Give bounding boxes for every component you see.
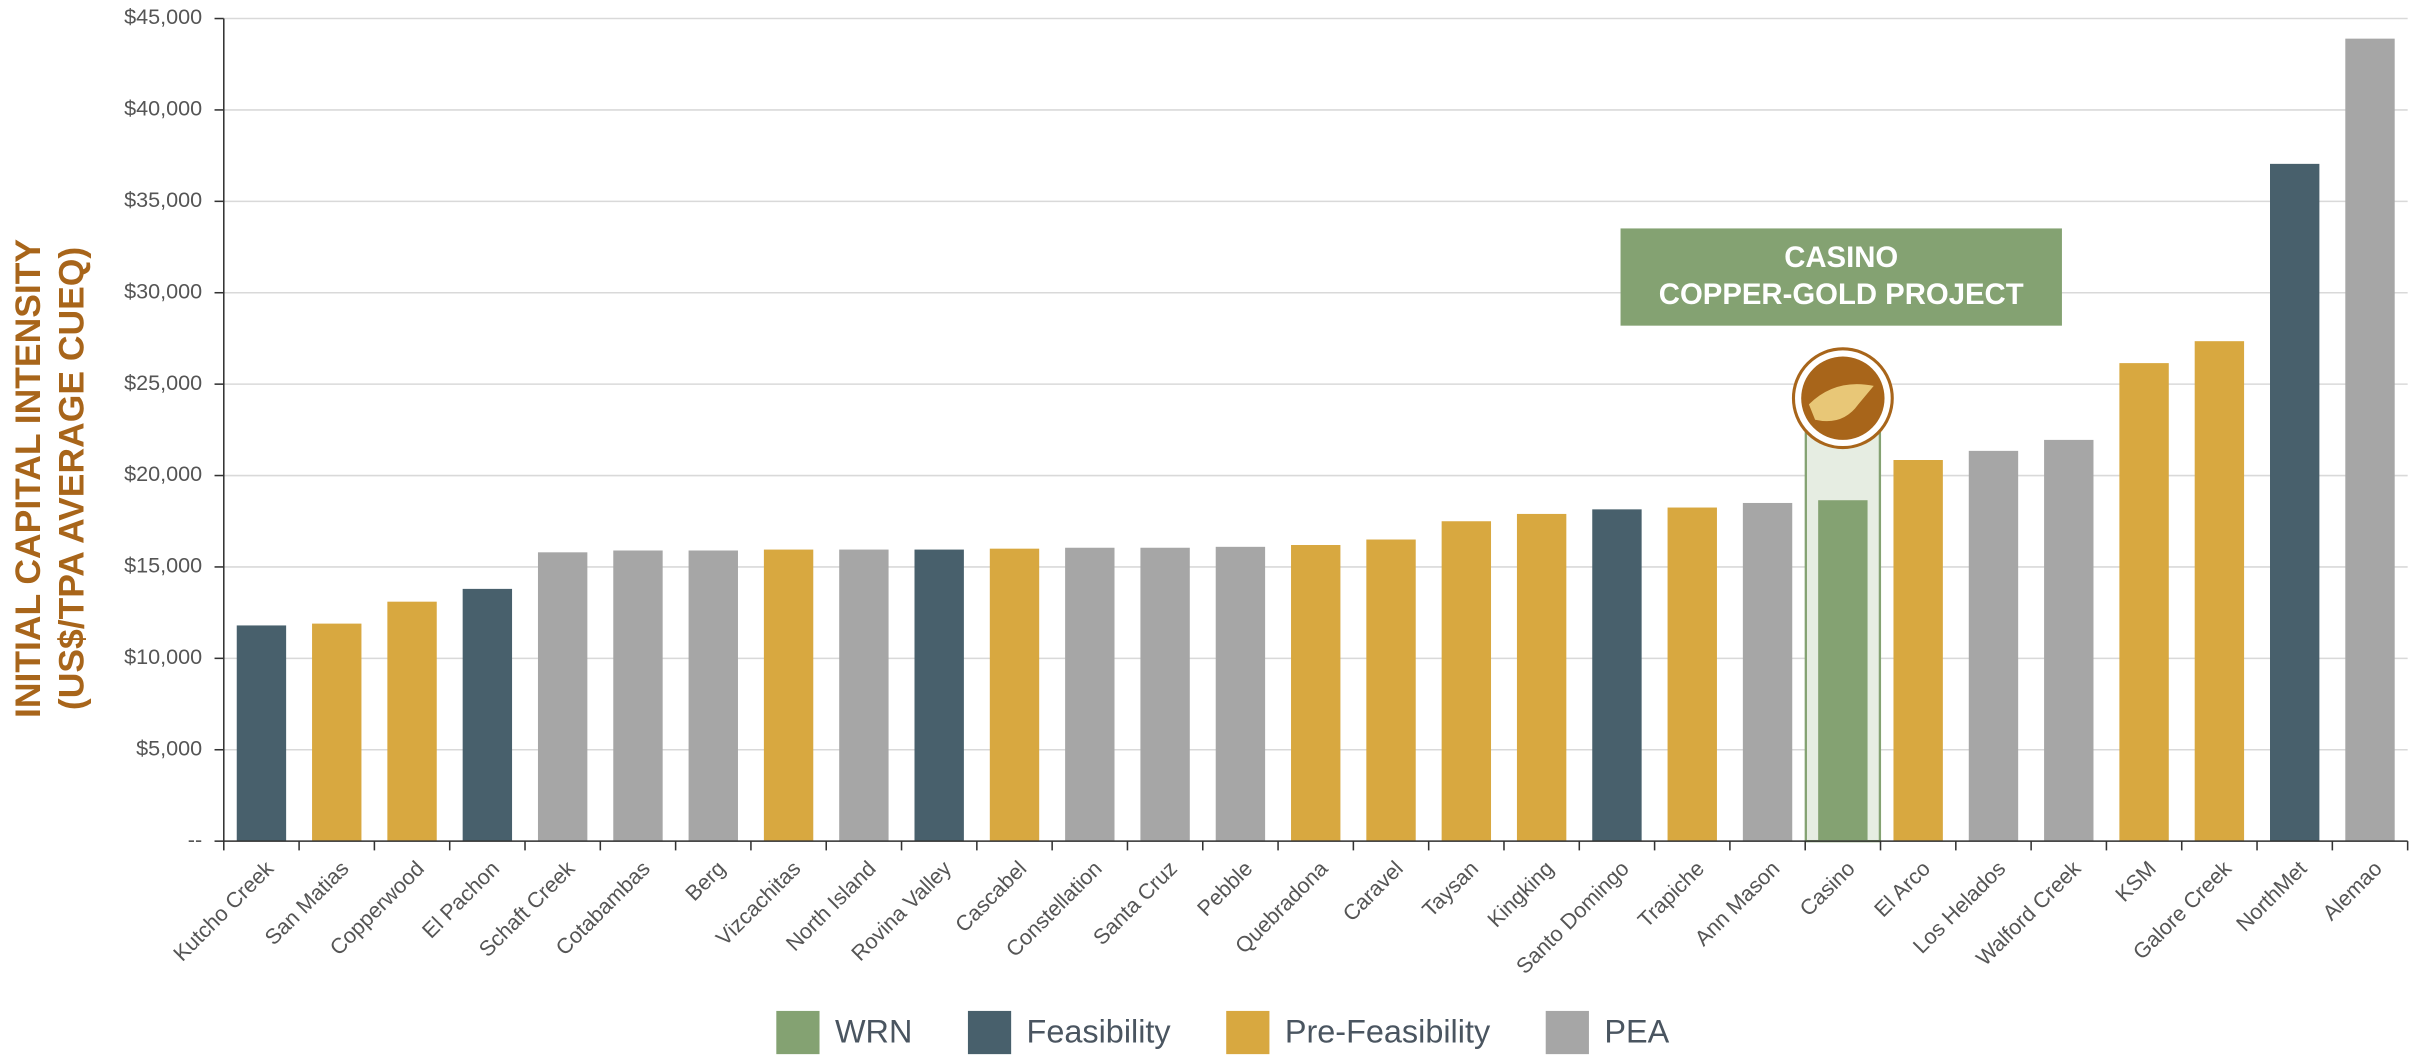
bar <box>914 549 964 842</box>
bar <box>989 548 1040 842</box>
x-tick-label: Kutcho Creek <box>168 856 278 966</box>
bar <box>613 550 663 842</box>
bar <box>2119 363 2169 842</box>
bar <box>1667 507 1717 842</box>
y-tick-label: $10,000 <box>124 644 202 669</box>
x-tick-label: KSM <box>2110 856 2161 907</box>
bar <box>1818 500 1868 842</box>
bar <box>1516 513 1567 842</box>
y-tick-label: $5,000 <box>136 735 202 760</box>
annotation-line: COPPER-GOLD PROJECT <box>1659 278 2024 311</box>
legend-label: Feasibility <box>1027 1014 1172 1050</box>
annotation: CASINO COPPER-GOLD PROJECT <box>1620 228 2062 326</box>
y-tick-label: $30,000 <box>124 278 202 303</box>
bar <box>236 625 287 842</box>
x-tick-label: Alemao <box>2317 856 2386 925</box>
y-tick-label: -- <box>188 827 202 852</box>
legend-label: WRN <box>835 1014 912 1050</box>
legend-swatch <box>967 1010 1012 1055</box>
x-tick-label: Kingking <box>1482 856 1558 932</box>
x-tick-label: Trapiche <box>1633 856 1710 933</box>
logo-mark <box>1808 384 1874 422</box>
legend-swatch <box>776 1010 820 1055</box>
bar <box>1441 521 1492 842</box>
bar <box>2270 163 2320 842</box>
annotation-line: CASINO <box>1784 241 1898 274</box>
bar <box>387 601 437 842</box>
bar <box>1742 502 1793 842</box>
bar <box>2194 341 2245 842</box>
y-tick-label: $45,000 <box>124 4 202 29</box>
y-tick-label: $25,000 <box>124 370 202 395</box>
bar <box>462 588 513 842</box>
legend-swatch <box>1226 1010 1270 1055</box>
x-tick-label: Casino <box>1794 856 1859 921</box>
project-logo <box>1791 347 1894 450</box>
y-axis-title: INITIAL CAPITAL INTENSITY (US$/TPA AVERA… <box>8 239 91 718</box>
bar <box>537 552 588 842</box>
bar <box>839 549 889 842</box>
x-tick-label: El Arco <box>1869 856 1935 922</box>
x-tick-label: Pebble <box>1192 856 1257 921</box>
y-tick-label: $40,000 <box>124 96 202 121</box>
annotation-box <box>1620 228 2062 326</box>
bar <box>312 623 362 842</box>
bar <box>2044 439 2094 842</box>
bar <box>2345 38 2395 842</box>
x-tick-label: Caravel <box>1338 856 1408 926</box>
bar <box>1140 547 1190 842</box>
y-tick-label: $20,000 <box>124 461 202 486</box>
bar <box>1291 545 1341 842</box>
legend-label: PEA <box>1604 1014 1669 1050</box>
bar <box>1592 509 1642 842</box>
y-tick-label: $15,000 <box>124 553 202 578</box>
bar <box>1065 547 1115 842</box>
bar <box>1893 460 1943 842</box>
bar <box>1215 546 1266 842</box>
legend-swatch <box>1545 1010 1589 1055</box>
bar <box>1968 450 2019 842</box>
x-tick-label: Berg <box>680 856 730 906</box>
bar <box>763 549 814 842</box>
y-axis-title-line: (US$/TPA AVERAGE CUEQ) <box>51 247 91 710</box>
x-tick-label: NorthMet <box>2231 856 2311 936</box>
y-tick-label: $35,000 <box>124 187 202 212</box>
bar <box>688 550 738 842</box>
legend-label: Pre-Feasibility <box>1285 1014 1491 1050</box>
y-axis-title-line: INITIAL CAPITAL INTENSITY <box>8 239 48 718</box>
bar <box>1366 539 1416 842</box>
x-tick-label: Taysan <box>1417 856 1483 922</box>
